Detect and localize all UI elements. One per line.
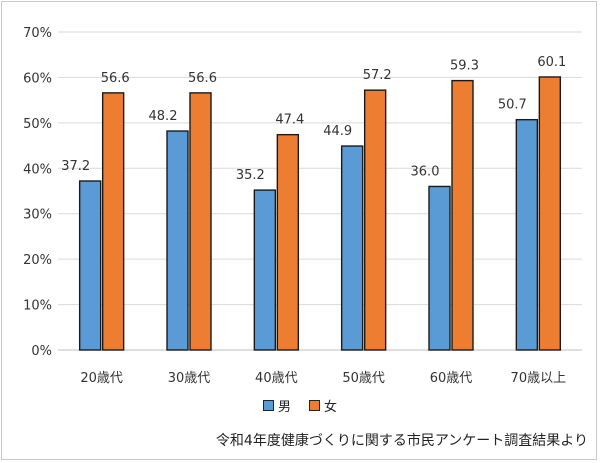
bar-female — [189, 92, 212, 351]
data-label: 50.7 — [498, 98, 527, 113]
y-tick-label: 60% — [23, 71, 52, 86]
y-tick-label: 20% — [23, 253, 52, 268]
data-label: 47.4 — [275, 113, 304, 128]
legend-swatch-female — [309, 399, 320, 411]
x-tick-label: 30歳代 — [168, 371, 211, 386]
x-tick-label: 20歳代 — [80, 371, 123, 386]
bar-female — [101, 92, 125, 351]
data-label: 48.2 — [149, 109, 178, 124]
legend: 男 女 — [0, 396, 600, 415]
y-tick-label: 70% — [23, 26, 52, 41]
bar-female — [276, 133, 300, 351]
bar-male — [515, 118, 539, 351]
data-label: 36.0 — [411, 164, 440, 179]
bar-female — [538, 76, 562, 351]
data-label: 56.6 — [101, 71, 130, 86]
bar-female — [451, 79, 474, 351]
x-tick-label: 70歳以上 — [511, 371, 567, 386]
x-tick-label: 40歳代 — [255, 371, 298, 386]
legend-swatch-male — [262, 399, 274, 411]
y-tick-label: 50% — [23, 117, 52, 132]
bars — [78, 76, 562, 351]
y-tick-label: 0% — [31, 344, 52, 359]
data-label: 44.9 — [323, 124, 352, 139]
data-label: 57.2 — [363, 68, 392, 83]
y-axis-ticks: 0% 10% 20% 30% 40% 50% 60% 70% — [23, 26, 52, 359]
bar-male — [340, 145, 364, 351]
source-note: 令和4年度健康づくりに関する市民アンケート調査結果より — [215, 433, 588, 449]
x-tick-label: 50歳代 — [342, 371, 385, 386]
data-label: 37.2 — [61, 159, 90, 174]
bar-male — [166, 130, 189, 351]
data-labels: 37.2 56.6 48.2 56.6 35.2 47.4 44.9 57.2 36.0 59.3… — [61, 55, 566, 183]
y-tick-label: 10% — [23, 299, 52, 314]
legend-label-female: 女 — [324, 399, 338, 415]
data-label: 60.1 — [537, 55, 566, 70]
data-label: 35.2 — [236, 168, 265, 183]
x-tick-label: 60歳代 — [430, 371, 473, 386]
data-label: 56.6 — [188, 71, 217, 86]
bar-male — [78, 180, 102, 351]
legend-label-male: 男 — [277, 399, 291, 415]
y-tick-label: 40% — [23, 162, 52, 177]
data-label: 59.3 — [450, 59, 479, 74]
bar-female — [363, 89, 387, 351]
legend-item-female: 女 — [309, 396, 337, 415]
y-tick-label: 30% — [23, 208, 52, 223]
gridlines — [58, 31, 582, 351]
x-axis-ticks: 20歳代 30歳代 40歳代 50歳代 60歳代 70歳以上 — [80, 371, 566, 386]
legend-item-male: 男 — [262, 396, 291, 415]
bar-male — [428, 185, 451, 351]
bar-male — [253, 189, 277, 351]
